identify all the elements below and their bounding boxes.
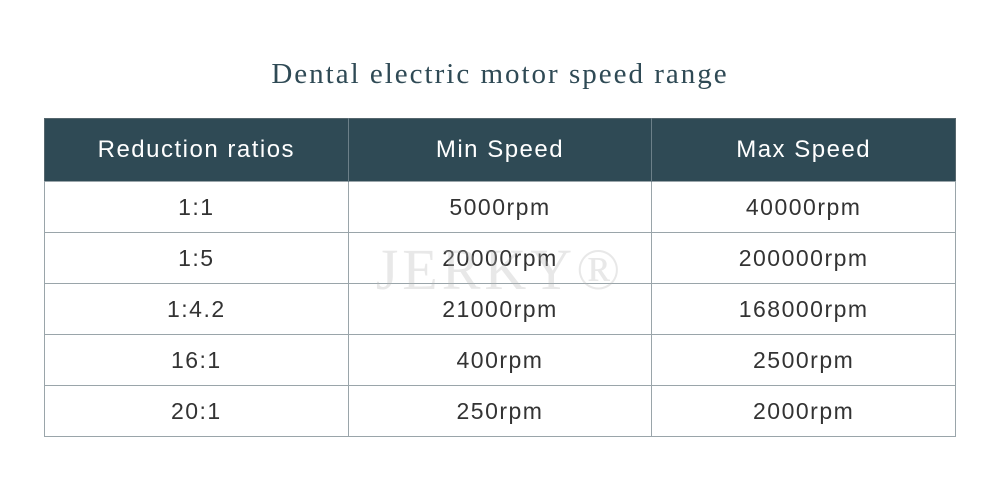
- table-cell: 40000rpm: [651, 181, 956, 233]
- table-cell: 168000rpm: [651, 283, 956, 335]
- table-cell: 2500rpm: [651, 334, 956, 386]
- table-cell: 2000rpm: [651, 385, 956, 437]
- table-cell: 200000rpm: [651, 232, 956, 284]
- table-row: 1:5 20000rpm 200000rpm: [44, 232, 956, 284]
- header-cell: Reduction ratios: [44, 118, 349, 182]
- table-cell: 16:1: [44, 334, 349, 386]
- table-cell: 1:5: [44, 232, 349, 284]
- table-cell: 1:1: [44, 181, 349, 233]
- header-cell: Min Speed: [347, 118, 652, 182]
- table-row: 20:1 250rpm 2000rpm: [44, 385, 956, 437]
- title: Dental electric motor speed range: [271, 58, 729, 90]
- table-row: 1:4.2 21000rpm 168000rpm: [44, 283, 956, 335]
- header-row: Reduction ratios Min Speed Max Speed: [44, 118, 956, 182]
- table-row: 1:1 5000rpm 40000rpm: [44, 181, 956, 233]
- table-body: 1:1 5000rpm 40000rpm 1:5 20000rpm 200000rpm 1:…: [44, 181, 956, 437]
- table-cell: 400rpm: [347, 334, 653, 386]
- speed-table: Reduction ratios Min Speed Max Speed 1:1 50…: [44, 118, 956, 437]
- table-cell: 20000rpm: [347, 232, 653, 284]
- table-row: 16:1 400rpm 2500rpm: [44, 334, 956, 386]
- header-cell: Max Speed: [651, 118, 956, 182]
- table-cell: 250rpm: [347, 385, 653, 437]
- table-cell: 21000rpm: [347, 283, 653, 335]
- table-cell: 1:4.2: [44, 283, 349, 335]
- table-cell: 5000rpm: [347, 181, 653, 233]
- table-cell: 20:1: [44, 385, 349, 437]
